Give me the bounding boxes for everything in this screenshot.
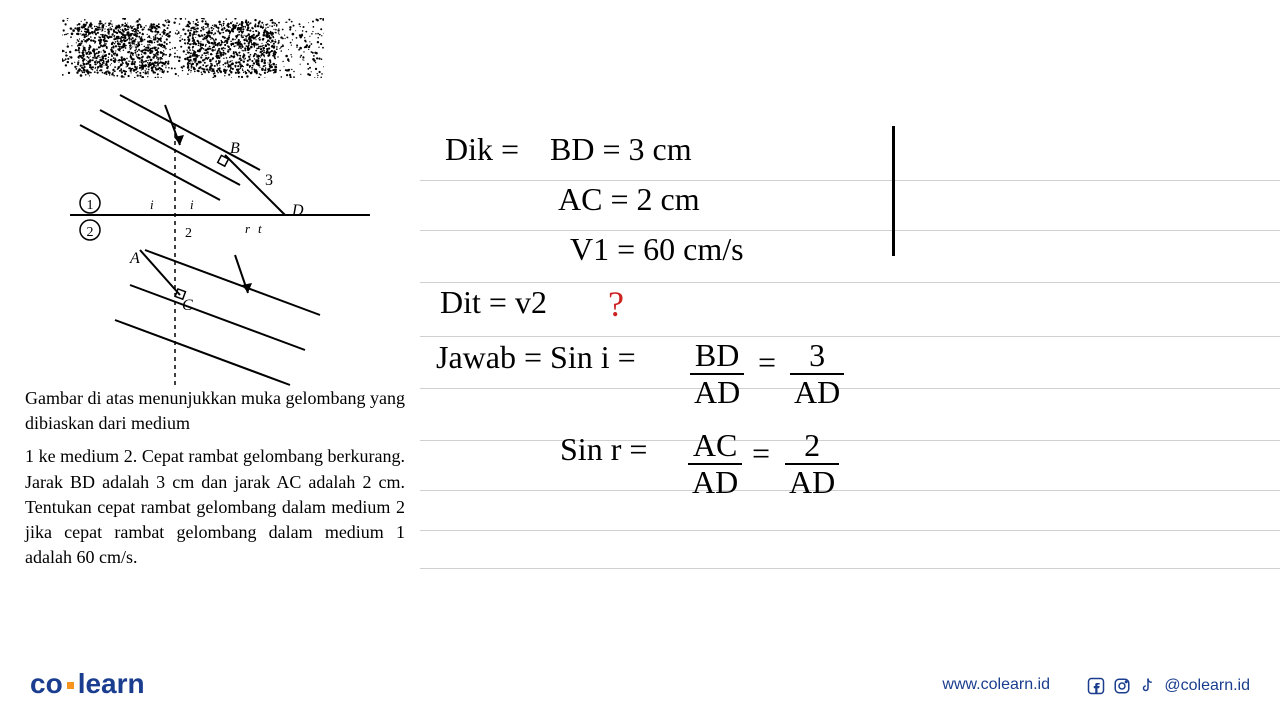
problem-p2: 1 ke medium 2. Cepat rambat gelombang be… <box>25 444 405 570</box>
logo-co: co <box>30 668 63 699</box>
hand-eq1: = <box>758 345 776 380</box>
label-a: A <box>129 250 140 267</box>
label-b: B <box>230 140 240 157</box>
hand-dik: Dik = <box>445 132 519 167</box>
label-medium-2: 2 <box>87 225 94 240</box>
label-d: D <box>291 202 304 219</box>
label-r: r <box>245 221 251 236</box>
hand-jawab: Jawab = Sin i = <box>436 340 636 375</box>
hand-bd: BD = 3 cm <box>550 132 692 167</box>
logo: colearn <box>30 668 145 700</box>
instagram-icon[interactable] <box>1112 676 1132 696</box>
label-c: C <box>182 297 193 314</box>
hand-frac-ac-ad: AC AD <box>688 428 742 500</box>
hand-frac-2-ad: 2 AD <box>785 428 839 500</box>
hand-ac: AC = 2 cm <box>558 182 700 217</box>
label-i-left: i <box>150 197 154 212</box>
problem-text: Gambar di atas menunjukkan muka gelomban… <box>25 386 405 578</box>
label-3: 3 <box>265 172 273 189</box>
footer: colearn www.colearn.id @colearn.id <box>0 660 1280 700</box>
hand-q: ? <box>608 285 624 325</box>
logo-learn: learn <box>78 668 145 699</box>
hand-frac-bd-ad: BD AD <box>690 338 744 410</box>
social-handle[interactable]: @colearn.id <box>1164 677 1250 695</box>
site-url[interactable]: www.colearn.id <box>942 676 1050 694</box>
hand-eq2: = <box>752 436 770 471</box>
label-i-right: i <box>190 197 194 212</box>
socials: @colearn.id <box>1086 676 1250 696</box>
tiktok-icon[interactable] <box>1138 676 1158 696</box>
facebook-icon[interactable] <box>1086 676 1106 696</box>
hand-sinr: Sin r = <box>560 432 647 467</box>
hand-dit: Dit = v2 <box>440 285 547 320</box>
hand-frac-3-ad: 3 AD <box>790 338 844 410</box>
refraction-diagram: 1 2 B D A C 3 2 i i r t <box>70 85 370 395</box>
vertical-bar <box>892 126 895 256</box>
problem-p1: Gambar di atas menunjukkan muka gelomban… <box>25 386 405 436</box>
label-t: t <box>258 221 262 236</box>
logo-dot <box>63 668 78 699</box>
label-medium-1: 1 <box>87 198 94 213</box>
label-2-small: 2 <box>185 226 192 241</box>
hand-v1: V1 = 60 cm/s <box>570 232 744 267</box>
speckle-banner <box>62 18 324 78</box>
